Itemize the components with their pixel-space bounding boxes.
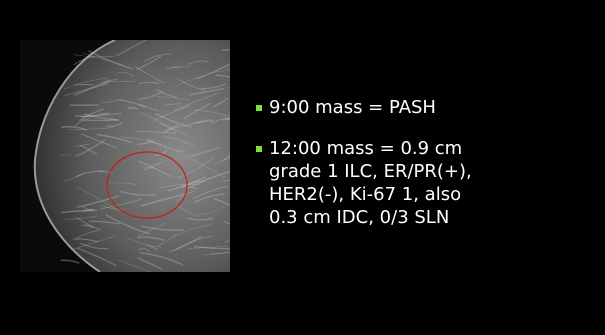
bullet-marker	[256, 146, 262, 152]
bullet-text: 9:00 mass = PASH	[269, 96, 436, 119]
text-line: HER2(-), Ki-67 1, also	[269, 183, 472, 206]
text-line: 9:00 mass = PASH	[269, 96, 436, 119]
bullet-text: 12:00 mass = 0.9 cmgrade 1 ILC, ER/PR(+)…	[269, 137, 472, 229]
bullet: 9:00 mass = PASH	[256, 96, 436, 119]
bullet-marker	[256, 105, 262, 111]
slide: 9:00 mass = PASH 12:00 mass = 0.9 cmgrade…	[0, 0, 605, 335]
text-line: grade 1 ILC, ER/PR(+),	[269, 160, 472, 183]
text-line: 0.3 cm IDC, 0/3 SLN	[269, 206, 472, 229]
mammogram-image	[20, 40, 230, 272]
tissue-texture	[74, 84, 93, 85]
text-line: 12:00 mass = 0.9 cm	[269, 137, 472, 160]
